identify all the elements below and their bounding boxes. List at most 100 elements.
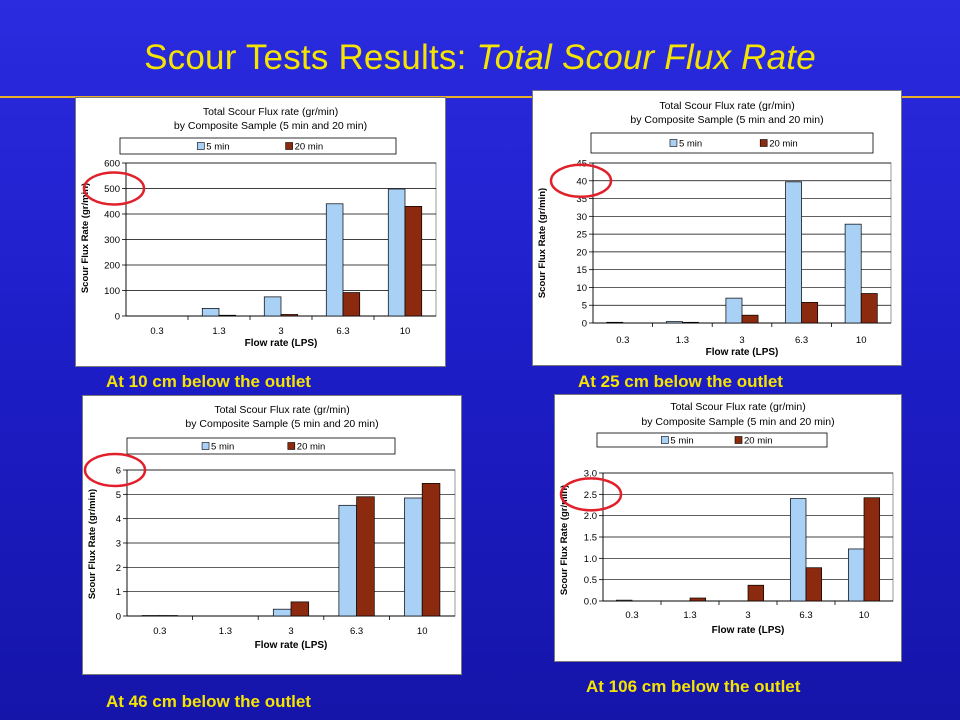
chart-panel-106cm: Total Scour Flux rate (gr/min) by Composi…	[554, 394, 902, 662]
bar-5min-25cm	[844, 223, 862, 324]
bar-20min-106cm	[747, 584, 765, 602]
y-tick-label-25cm: 20	[576, 247, 587, 258]
legend-swatch-5min-10cm	[196, 142, 205, 150]
y-tick-label-106cm: 0.0	[584, 597, 597, 608]
chart-106cm: Total Scour Flux rate (gr/min) by Composi…	[559, 401, 894, 636]
y-tick-label-106cm: 1.0	[584, 554, 597, 565]
y-tick-label-106cm: 2.5	[584, 490, 597, 501]
x-tick-label-25cm: 6.3	[795, 335, 808, 346]
y-axis-label-106cm: Scour Flux Rate (gr/min)	[559, 485, 570, 595]
bar-20min-46cm	[421, 483, 441, 617]
chart-panel-46cm: Total Scour Flux rate (gr/min) by Composi…	[82, 395, 462, 675]
bar-5min-106cm	[847, 548, 865, 602]
bar-20min-46cm	[290, 601, 310, 617]
bar-20min-10cm	[280, 314, 299, 317]
x-tick-label-10cm: 3	[278, 326, 283, 337]
bar-5min-10cm	[263, 296, 282, 317]
bar-5min-106cm	[615, 599, 633, 602]
legend-swatch-20min-106cm	[734, 436, 743, 444]
chart-panel-25cm: Total Scour Flux rate (gr/min) by Composi…	[532, 90, 902, 366]
x-tick-label-10cm: 1.3	[212, 326, 225, 337]
y-tick-label-10cm: 300	[104, 235, 120, 246]
bar-20min-25cm	[682, 321, 699, 324]
legend-label-5min-46cm: 5 min	[211, 442, 234, 453]
bar-5min-46cm	[404, 497, 423, 617]
highlight-circle-106cm	[559, 477, 623, 512]
bar-5min-106cm	[789, 498, 807, 602]
chart-10cm: Total Scour Flux rate (gr/min) by Composi…	[80, 106, 437, 349]
bar-20min-10cm	[342, 292, 361, 317]
chart-title-106cm: Total Scour Flux rate (gr/min)	[670, 401, 805, 413]
y-tick-label-25cm: 0	[582, 319, 587, 330]
bar-20min-25cm	[741, 314, 759, 324]
y-tick-label-46cm: 2	[116, 563, 121, 574]
legend-label-5min-10cm: 5 min	[206, 142, 229, 153]
y-tick-label-46cm: 6	[116, 466, 121, 477]
caption-46cm: At 46 cm below the outlet	[106, 692, 311, 711]
x-tick-label-106cm: 6.3	[799, 610, 812, 621]
caption-106cm: At 106 cm below the outlet	[586, 677, 801, 696]
y-tick-label-46cm: 4	[116, 514, 121, 525]
y-tick-label-10cm: 600	[104, 159, 120, 170]
y-tick-label-106cm: 3.0	[584, 469, 597, 480]
x-tick-label-10cm: 6.3	[336, 326, 349, 337]
highlight-circle-25cm	[549, 163, 613, 199]
x-tick-label-46cm: 0.3	[153, 626, 166, 637]
bar-20min-10cm	[218, 314, 237, 317]
legend-swatch-5min-46cm	[201, 442, 210, 450]
bar-20min-10cm	[404, 205, 423, 317]
x-axis-label-46cm: Flow rate (LPS)	[255, 640, 328, 651]
x-tick-label-106cm: 0.3	[625, 610, 638, 621]
y-axis-label-25cm: Scour Flux Rate (gr/min)	[537, 188, 548, 298]
legend-label-5min-106cm: 5 min	[670, 436, 693, 447]
y-tick-label-46cm: 1	[116, 587, 121, 598]
bar-5min-10cm	[387, 188, 406, 317]
x-tick-label-25cm: 3	[739, 335, 744, 346]
y-tick-label-25cm: 5	[582, 301, 587, 312]
x-tick-label-106cm: 3	[745, 610, 750, 621]
legend-box-106cm	[596, 432, 828, 448]
x-axis-label-10cm: Flow rate (LPS)	[245, 338, 318, 349]
slide-title-italic: Total Scour Flux Rate	[476, 38, 816, 77]
bar-5min-10cm	[325, 203, 344, 317]
highlight-circle-46cm	[83, 452, 147, 488]
bar-20min-25cm	[860, 293, 878, 324]
chart-title-25cm: Total Scour Flux rate (gr/min)	[659, 100, 794, 112]
chart-subtitle-10cm: by Composite Sample (5 min and 20 min)	[174, 120, 367, 132]
x-tick-label-10cm: 10	[400, 326, 411, 337]
legend-label-20min-106cm: 20 min	[744, 436, 773, 447]
highlight-circle-10cm	[82, 171, 146, 206]
bar-5min-25cm	[606, 321, 624, 324]
x-tick-label-25cm: 0.3	[616, 335, 629, 346]
y-tick-label-106cm: 2.0	[584, 511, 597, 522]
y-tick-label-25cm: 30	[576, 212, 587, 223]
legend-box-25cm	[590, 132, 874, 154]
x-tick-label-25cm: 10	[856, 335, 867, 346]
legend-box-10cm	[119, 137, 397, 155]
bar-20min-25cm	[801, 302, 819, 324]
x-tick-label-10cm: 0.3	[150, 326, 163, 337]
y-axis-label-10cm: Scour Flux Rate (gr/min)	[80, 183, 91, 293]
x-tick-label-46cm: 6.3	[350, 626, 363, 637]
y-tick-label-10cm: 0	[115, 312, 120, 323]
bar-5min-25cm	[785, 181, 802, 324]
plot-area-25cm	[592, 162, 892, 324]
bar-5min-10cm	[201, 308, 220, 317]
bar-20min-106cm	[805, 567, 823, 602]
bar-20min-46cm	[356, 496, 375, 617]
y-tick-label-25cm: 35	[576, 194, 587, 205]
legend-label-20min-25cm: 20 min	[769, 139, 798, 150]
bar-20min-106cm	[863, 497, 881, 602]
caption-10cm: At 10 cm below the outlet	[106, 372, 311, 391]
y-tick-label-10cm: 200	[104, 261, 120, 272]
legend-swatch-20min-46cm	[287, 442, 296, 450]
y-tick-label-10cm: 100	[104, 286, 120, 297]
y-tick-label-46cm: 5	[116, 490, 121, 501]
x-tick-label-106cm: 1.3	[683, 610, 696, 621]
legend-swatch-20min-10cm	[285, 142, 293, 150]
legend-swatch-5min-25cm	[669, 139, 678, 147]
y-tick-label-25cm: 15	[576, 265, 587, 276]
legend-label-20min-46cm: 20 min	[297, 442, 326, 453]
bar-20min-106cm	[689, 597, 707, 602]
x-axis-label-25cm: Flow rate (LPS)	[706, 347, 779, 358]
